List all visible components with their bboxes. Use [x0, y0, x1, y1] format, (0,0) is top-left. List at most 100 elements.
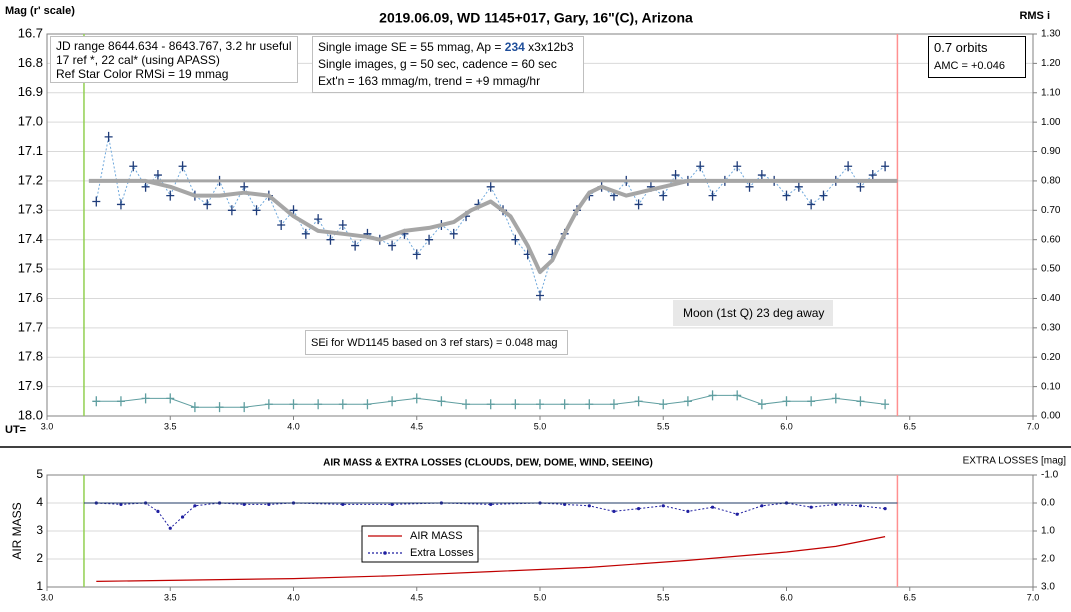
y-tick-label: 17.4: [18, 231, 43, 246]
annotation: 234: [504, 40, 525, 54]
legend-label: AIR MASS: [410, 530, 463, 542]
point: [168, 526, 172, 530]
point: [449, 228, 458, 239]
point: [351, 240, 360, 251]
y2-tick-label: 0.40: [1041, 293, 1061, 304]
point: [807, 199, 816, 210]
point: [733, 161, 742, 172]
point: [341, 502, 345, 506]
annotation: x3x12b3: [524, 40, 574, 54]
y2-tick-label: 2.0: [1041, 554, 1055, 565]
point: [486, 181, 495, 192]
point: [634, 199, 643, 210]
annotation-line: Single image SE = 55 mmag, Ap = 234 x3x1…: [318, 39, 578, 56]
point: [156, 509, 160, 513]
point: [314, 214, 323, 225]
point: [252, 205, 261, 216]
x-tick-label: 7.0: [1027, 421, 1040, 431]
x-tick-label: 3.5: [164, 421, 177, 431]
point: [686, 509, 690, 513]
moon-box: Moon (1st Q) 23 deg away: [673, 300, 833, 326]
point: [153, 170, 162, 181]
x-tick-label: 3.0: [41, 421, 54, 431]
x-tick-label: 6.0: [780, 592, 793, 602]
point: [868, 170, 877, 181]
info-box: JD range 8644.634 - 8643.767, 3.2 hr use…: [50, 36, 298, 83]
y2-tick-label: 0.70: [1041, 205, 1061, 216]
series-line: [96, 536, 886, 582]
annotation: 0.7 orbits: [934, 40, 988, 55]
y2-tick-label: 1.00: [1041, 117, 1061, 128]
point: [264, 399, 273, 410]
x-tick-label: 5.5: [657, 592, 670, 602]
point: [858, 504, 863, 508]
point: [834, 502, 838, 506]
point: [659, 399, 668, 410]
point: [462, 399, 471, 410]
series-line: [96, 502, 886, 529]
point: [104, 131, 113, 142]
point: [782, 396, 791, 407]
y2-tick-label: 1.30: [1041, 29, 1061, 40]
annotation: AMC = +0.046: [934, 60, 1005, 72]
point: [388, 240, 397, 251]
point: [634, 396, 643, 407]
setup-box: Single image SE = 55 mmag, Ap = 234 x3x1…: [312, 36, 584, 93]
point: [486, 399, 495, 410]
point: [437, 396, 446, 407]
point: [141, 181, 150, 192]
annotation: Ext'n = 163 mmag/m, trend = +9 mmag/hr: [318, 74, 541, 88]
y2-tick-label: 1.20: [1041, 58, 1061, 69]
y2-tick-label: 0.10: [1041, 381, 1061, 392]
point: [844, 161, 853, 172]
point: [129, 161, 138, 172]
point: [489, 502, 493, 506]
point: [289, 399, 298, 410]
y-tick-label: 17.7: [18, 319, 43, 334]
point: [166, 190, 175, 201]
plot-frame: [46, 474, 1034, 588]
y-tick-label: 17.5: [18, 261, 43, 276]
y2-axis-label: RMS i: [1019, 10, 1050, 22]
point: [193, 504, 197, 508]
point: [141, 393, 150, 404]
y-tick-label: 4: [36, 495, 43, 509]
point: [388, 396, 397, 407]
point: [612, 509, 616, 513]
y2-tick-label: 0.0: [1041, 498, 1055, 509]
y-tick-label: 17.9: [18, 378, 43, 393]
point: [587, 504, 591, 508]
point: [782, 190, 791, 201]
point: [659, 190, 668, 201]
point: [215, 402, 224, 413]
point: [178, 161, 187, 172]
y-tick-label: 17.2: [18, 172, 43, 187]
point: [242, 502, 246, 506]
annotation: Single images, g = 50 sec, cadence = 60 …: [318, 57, 557, 71]
y-tick-label: 16.8: [18, 55, 43, 70]
y2-tick-label: 0.80: [1041, 176, 1061, 187]
point: [240, 181, 249, 192]
y-tick-label: 5: [36, 467, 43, 481]
point: [757, 399, 766, 410]
x-tick-label: 6.0: [780, 421, 793, 431]
point: [809, 505, 813, 509]
point: [794, 181, 803, 192]
series-line: [88, 178, 898, 274]
sei-box: SEi for WD1145 based on 3 ref stars) = 0…: [305, 330, 568, 355]
orbits-box: 0.7 orbits AMC = +0.046: [928, 36, 1026, 78]
legend-label: Extra Losses: [410, 547, 474, 559]
y2-tick-label: 3.0: [1041, 582, 1055, 593]
point: [267, 502, 271, 506]
x-tick-label: 5.5: [657, 421, 670, 431]
y-tick-label: 17.1: [18, 143, 43, 158]
x-tick-label: 6.5: [903, 421, 916, 431]
point: [637, 507, 641, 511]
point: [563, 502, 567, 506]
point: [696, 161, 705, 172]
point: [710, 505, 715, 509]
y2-tick-label: 0.00: [1041, 411, 1061, 422]
point: [277, 220, 286, 230]
y-tick-label: 16.9: [18, 84, 43, 99]
